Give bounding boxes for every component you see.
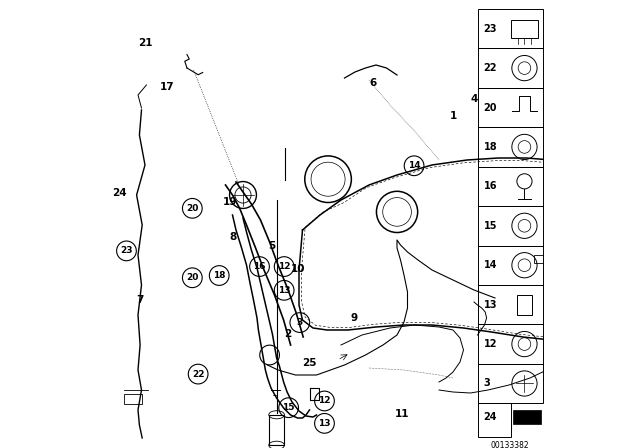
Bar	[477, 167, 543, 206]
Bar	[513, 410, 541, 424]
Text: 4: 4	[471, 94, 478, 103]
Text: 5: 5	[268, 241, 275, 250]
Text: 6: 6	[369, 78, 376, 88]
Bar	[269, 415, 284, 445]
Text: 16: 16	[253, 262, 266, 271]
Text: 15: 15	[484, 221, 497, 231]
Text: 00133382: 00133382	[491, 441, 529, 448]
Bar	[124, 394, 142, 404]
Text: 7: 7	[136, 295, 143, 305]
Text: 22: 22	[484, 63, 497, 73]
Text: 24: 24	[484, 412, 497, 422]
Text: 1: 1	[450, 112, 457, 121]
Text: 23: 23	[120, 246, 132, 255]
Bar	[477, 246, 543, 285]
Text: 12: 12	[318, 396, 331, 405]
Bar	[477, 324, 543, 364]
Text: 22: 22	[192, 370, 204, 379]
Text: 3: 3	[297, 318, 303, 327]
Text: 18: 18	[484, 142, 497, 152]
Bar	[534, 255, 547, 263]
Text: 12: 12	[484, 339, 497, 349]
Text: 16: 16	[484, 181, 497, 191]
Text: 20: 20	[484, 103, 497, 112]
Text: 18: 18	[213, 271, 225, 280]
Text: 13: 13	[318, 419, 331, 428]
Text: 15: 15	[282, 403, 295, 412]
Bar	[511, 20, 538, 38]
Text: 21: 21	[138, 38, 152, 47]
Text: 13: 13	[278, 286, 291, 295]
Text: 3: 3	[484, 379, 490, 388]
Text: 13: 13	[484, 300, 497, 310]
Bar	[477, 364, 543, 403]
Text: 24: 24	[112, 188, 127, 198]
Text: 25: 25	[302, 358, 317, 368]
Bar	[477, 403, 511, 437]
Text: 14: 14	[408, 161, 420, 170]
Text: 8: 8	[229, 233, 236, 242]
Text: 17: 17	[159, 82, 174, 92]
Bar	[477, 9, 543, 48]
Text: 14: 14	[484, 260, 497, 270]
Text: 23: 23	[484, 24, 497, 34]
Text: 12: 12	[278, 262, 291, 271]
Text: 2: 2	[284, 329, 291, 339]
Text: 9: 9	[351, 313, 358, 323]
Text: 20: 20	[186, 273, 198, 282]
Bar	[477, 48, 543, 88]
Bar	[477, 285, 543, 324]
Text: 10: 10	[291, 264, 305, 274]
Bar	[477, 206, 543, 246]
Text: 19: 19	[223, 197, 237, 207]
Text: 11: 11	[395, 409, 409, 419]
Text: 20: 20	[186, 204, 198, 213]
Bar	[477, 88, 543, 127]
Bar	[517, 294, 532, 315]
Bar	[477, 127, 543, 167]
